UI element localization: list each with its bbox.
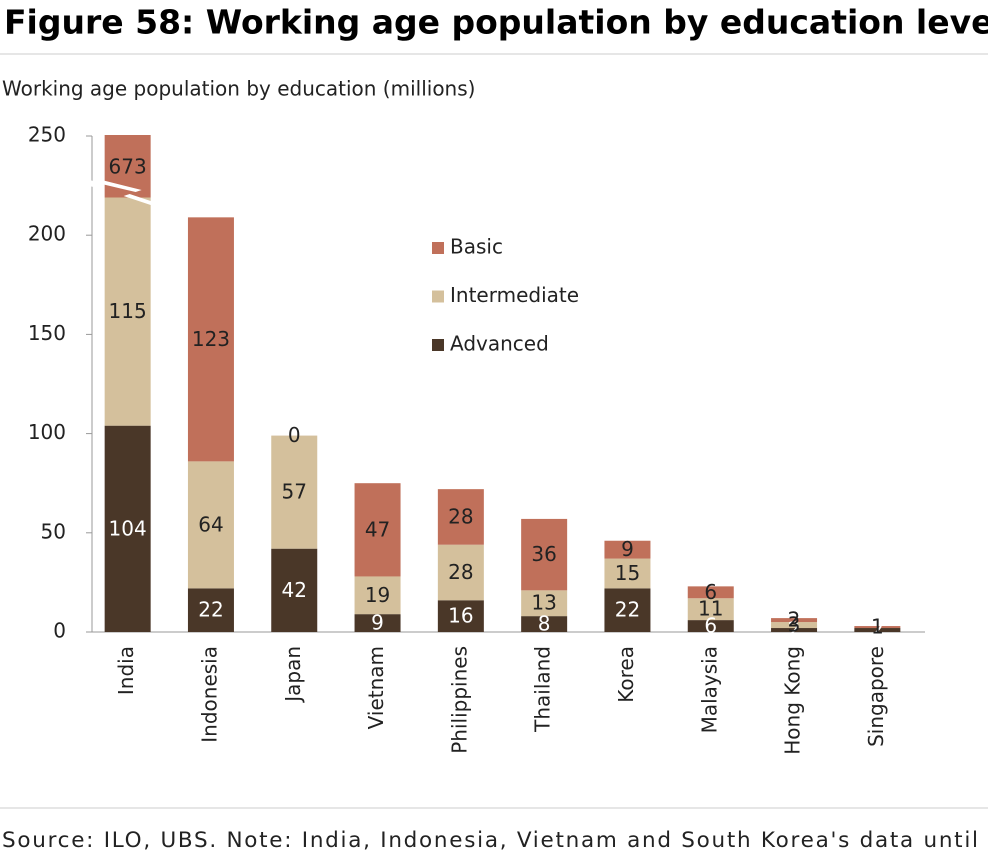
x-tick-label: Philippines — [447, 646, 471, 754]
data-label: 123 — [192, 327, 230, 351]
bar-segment — [521, 616, 568, 632]
data-label: 8 — [538, 612, 551, 636]
y-tick-label: 50 — [41, 519, 66, 543]
data-label: 6 — [704, 580, 717, 604]
bar-segment — [687, 598, 734, 621]
bar-segment — [771, 618, 818, 623]
x-tick-label: Japan — [281, 646, 305, 704]
data-label: 6 — [704, 614, 717, 638]
data-label: 9 — [621, 537, 634, 561]
data-label: 115 — [109, 299, 147, 323]
bar-segment — [437, 489, 484, 545]
bar-segment — [187, 588, 234, 632]
bar-segment — [854, 628, 901, 632]
bar-segment — [521, 590, 568, 617]
data-label: 22 — [198, 598, 223, 622]
bar-segment — [437, 544, 484, 601]
bars — [104, 135, 901, 632]
bar-segment — [854, 626, 901, 629]
data-label: 2 — [871, 618, 884, 642]
bar-segment — [687, 586, 734, 599]
bar-segment — [604, 558, 651, 589]
bar-segment — [104, 197, 151, 426]
data-label: 57 — [282, 480, 307, 504]
x-tick-label: Thailand — [531, 646, 555, 733]
y-tick-label: 0 — [53, 619, 66, 643]
data-label: 2 — [788, 618, 801, 642]
y-tick-label: 100 — [28, 420, 66, 444]
bar-segment — [771, 628, 818, 632]
legend-swatch — [432, 290, 444, 303]
bar-segment — [187, 217, 234, 462]
bar-segment — [437, 600, 484, 632]
y-tick-label: 150 — [28, 321, 66, 345]
data-label: 47 — [365, 517, 390, 541]
x-tick-label: India — [114, 646, 138, 695]
legend-label: Intermediate — [450, 283, 579, 307]
data-label: 2 — [788, 608, 801, 632]
data-label: 22 — [615, 598, 640, 622]
x-tick-label: Malaysia — [697, 646, 721, 733]
axis-break — [84, 178, 96, 188]
data-label: 673 — [109, 154, 147, 178]
data-label: 104 — [109, 516, 147, 540]
data-label: 28 — [448, 504, 473, 528]
data-label: 42 — [282, 578, 307, 602]
data-label: 0 — [288, 423, 301, 447]
data-label: 16 — [448, 604, 473, 628]
data-label: 64 — [198, 512, 223, 536]
bar-segment — [187, 461, 234, 589]
bar-segment — [771, 622, 818, 629]
y-tick-label: 250 — [28, 123, 66, 147]
chart-title: Figure 58: Working age population by edu… — [4, 3, 988, 42]
chart-subtitle: Working age population by education (mil… — [2, 77, 475, 101]
x-tick-label: Vietnam — [364, 646, 388, 729]
data-label: 19 — [365, 583, 390, 607]
bar-segment — [687, 620, 734, 632]
legend-label: Advanced — [450, 332, 549, 356]
x-tick-label: Singapore — [864, 646, 888, 747]
legend-swatch — [432, 339, 444, 351]
data-label: 15 — [615, 561, 640, 585]
bar-segment — [354, 483, 401, 577]
bar-segment — [354, 576, 401, 615]
data-label: 11 — [698, 597, 723, 621]
legend-swatch — [432, 242, 444, 254]
bar-segment — [354, 614, 401, 632]
data-label: 9 — [371, 611, 384, 635]
source-note: Source: ILO, UBS. Note: India, Indonesia… — [2, 828, 978, 853]
bar-segment — [604, 588, 651, 632]
data-label: 1 — [871, 615, 884, 639]
axis-break — [101, 180, 154, 206]
y-tick-label: 200 — [28, 222, 66, 246]
bar-segment — [271, 548, 318, 632]
x-tick-label: Hong Kong — [781, 646, 805, 755]
bar-segment — [104, 425, 151, 632]
x-tick-label: Indonesia — [197, 646, 221, 743]
bar-segment — [271, 435, 318, 549]
x-tick-label: Korea — [614, 646, 638, 703]
data-label: 13 — [531, 591, 556, 615]
data-label: 36 — [531, 542, 556, 566]
bar-segment — [521, 518, 568, 591]
bar-segment — [604, 540, 651, 559]
data-label: 28 — [448, 560, 473, 584]
legend-label: Basic — [450, 235, 503, 259]
data-label: 3 — [788, 613, 801, 637]
